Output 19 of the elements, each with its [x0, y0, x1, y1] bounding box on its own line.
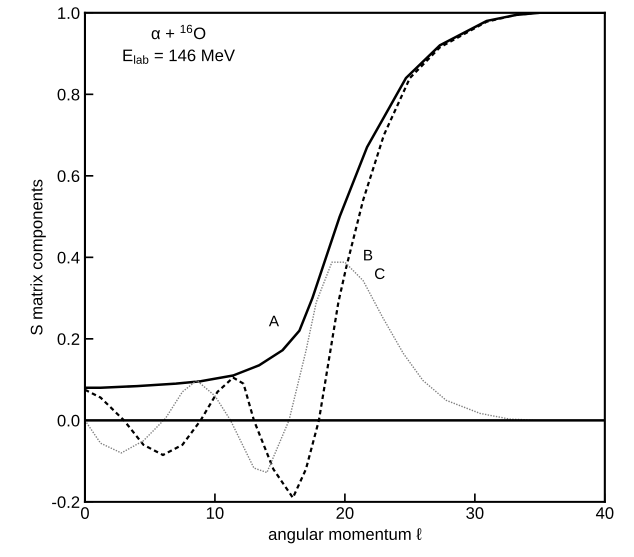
x-tick-label: 20 — [336, 507, 354, 519]
x-tick-label: 0 — [80, 507, 89, 519]
x-tick-label: 40 — [596, 507, 614, 519]
x-axis-title: angular momentum ℓ — [268, 528, 422, 544]
annotation: E$_{lab}$ = 146 MeV — [123, 49, 235, 64]
x-tick-label: 30 — [466, 507, 484, 519]
y-axis-title: S matrix components — [30, 180, 46, 335]
x-tick-label: 10 — [206, 507, 224, 519]
y-tick-label: 1.0 — [58, 7, 80, 20]
y-tick-label: 0.0 — [58, 414, 80, 427]
series-label: B — [364, 250, 372, 260]
series-label: C — [374, 268, 385, 280]
series-label: A — [268, 316, 280, 326]
annotation: α + $^{16}$O — [152, 24, 206, 40]
y-tick-label: 0.4 — [58, 252, 80, 264]
y-tick-label: 0.6 — [58, 170, 80, 182]
y-tick-label: 0.8 — [58, 88, 80, 101]
y-tick-label: -0.2 — [52, 496, 80, 508]
y-tick-label: 0.2 — [58, 333, 80, 346]
